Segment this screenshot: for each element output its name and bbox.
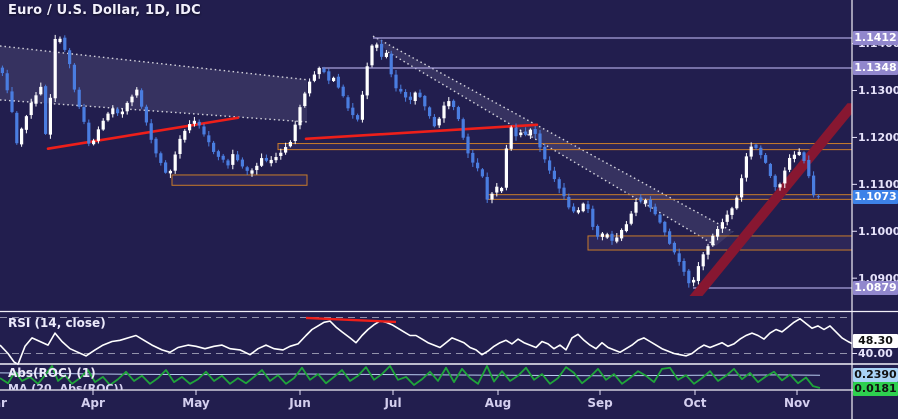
main-price-pane [0, 34, 852, 296]
month-label-oct[interactable]: Oct [683, 396, 707, 410]
support-resistance-zone [277, 143, 852, 151]
support-resistance-zone [587, 235, 852, 251]
month-label-mar[interactable]: Mar [0, 396, 7, 410]
trend-channel [0, 45, 307, 122]
channel-upper-line [0, 45, 308, 81]
red-trendline[interactable] [304, 123, 539, 141]
roc-value-badge[interactable]: 0.0181 [853, 381, 898, 396]
rsi-resistance-line [305, 316, 397, 324]
roc-ma-pane-label: MA (20, Abs(ROC)) [8, 382, 124, 390]
channel-lower-line [387, 51, 717, 247]
candlestick-series [0, 34, 820, 288]
channel-lower-line [0, 99, 308, 123]
month-label-sep[interactable]: Sep [587, 396, 613, 410]
rsi-value-badge[interactable]: 48.30 [853, 334, 898, 348]
support-resistance-zone [171, 174, 308, 186]
month-label-jul[interactable]: Jul [384, 396, 402, 410]
month-label-nov[interactable]: Nov [783, 396, 811, 410]
channel-upper-line [372, 35, 734, 233]
rsi-pane-label: RSI (14, close) [8, 316, 106, 330]
month-label-may[interactable]: May [182, 396, 210, 410]
price-badge-1.1073[interactable]: 1.1073 [853, 190, 898, 204]
support-resistance-zone [486, 194, 852, 200]
price-badge-1.1348[interactable]: 1.1348 [853, 61, 898, 76]
month-label-apr[interactable]: Apr [81, 396, 105, 410]
price-tick-label: 1.1200 [858, 130, 898, 144]
price-tick-label: 1.1000 [858, 224, 898, 238]
ascending-trend-band [689, 103, 852, 296]
rsi-guide-label: 40.00 [858, 347, 893, 360]
roc-line [0, 365, 821, 389]
price-tick-label: 1.1100 [858, 177, 898, 191]
month-label-aug[interactable]: Aug [484, 396, 512, 410]
price-tick-label: 1.1300 [858, 84, 898, 98]
price-badge-1.1412[interactable]: 1.1412 [853, 30, 898, 45]
month-label-jun[interactable]: Jun [289, 396, 311, 410]
symbol-title: Euro / U.S. Dollar, 1D, IDC [8, 3, 201, 18]
roc-ma-value-badge[interactable]: 0.2390 [853, 368, 898, 383]
roc-pane-label: Abs(ROC) (1) [8, 366, 96, 380]
price-badge-1.0879[interactable]: 1.0879 [853, 281, 898, 295]
trend-channel [373, 36, 733, 246]
rsi-line [0, 317, 853, 366]
red-trendline[interactable] [46, 116, 240, 150]
